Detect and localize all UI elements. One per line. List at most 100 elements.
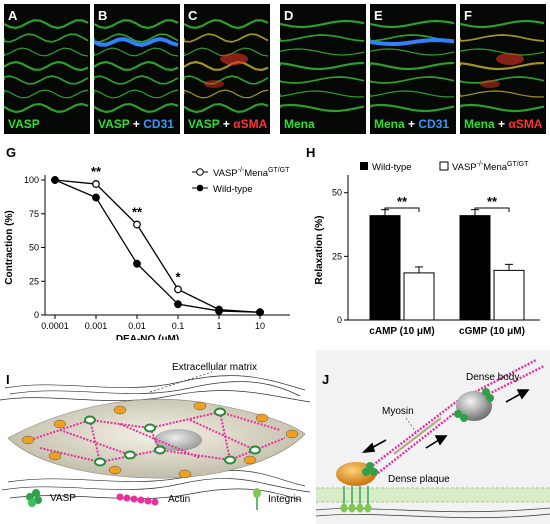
panel-i-label: I: [6, 372, 10, 387]
legend-text-part: GT/GT: [268, 167, 290, 174]
stain-caption-e: Mena + CD31: [374, 117, 449, 131]
data-point: [256, 308, 264, 317]
fiber-band: [94, 60, 179, 72]
relaxation-chart: 0 25 50 Relaxation (%) cAMP (10 μM) ** cGMP (1…: [314, 161, 540, 337]
stain-caption-c: VASP + αSMA: [188, 117, 267, 131]
legend-series-2: VASP-/-MenaGT/GT: [452, 161, 529, 173]
micrograph-panel-e: E Mena + CD31: [370, 4, 456, 134]
fiber-band: [184, 19, 269, 30]
fiber-band: [460, 19, 545, 29]
y-axis-label: Contraction (%): [4, 210, 15, 284]
fiber-band: [370, 90, 455, 98]
sma-stain: [496, 53, 524, 65]
dense-plaque-label: Dense plaque: [388, 474, 450, 485]
panel-label-d: D: [284, 8, 294, 23]
micrograph-panel-f: F Mena + αSMA: [460, 4, 546, 134]
significance-marker: *: [175, 269, 181, 284]
legend-text-part: -/-: [238, 167, 245, 174]
y-tick-label: 25: [29, 276, 39, 286]
y-tick-label: 0: [337, 315, 342, 325]
fiber-band: [4, 47, 89, 57]
y-tick-label: 100: [24, 175, 39, 185]
endothelium-stain: [370, 37, 455, 47]
fiber-band: [460, 61, 545, 71]
fiber-band: [4, 75, 89, 85]
fiber-band: [94, 89, 179, 99]
significance-marker: **: [397, 194, 408, 209]
legend-marker-filled: [196, 184, 204, 192]
data-point: [174, 285, 182, 294]
fiber-band: [4, 102, 89, 114]
fiber-band: [280, 76, 365, 84]
stain-caption-d: Mena: [284, 117, 315, 131]
significance-marker: **: [132, 205, 143, 220]
series-line: [54, 179, 261, 313]
y-tick-label: 0: [34, 310, 39, 320]
legend-marker-open: [196, 168, 204, 176]
stain-caption-part: VASP: [8, 117, 40, 131]
category-label: cGMP (10 μM): [459, 326, 525, 337]
myosin-label: Myosin: [382, 406, 414, 417]
fiber-band: [4, 60, 89, 72]
dense-body: [456, 391, 492, 421]
significance-marker: **: [91, 164, 102, 179]
x-tick-label: 0.01: [128, 321, 146, 331]
stain-caption-part: +: [129, 117, 140, 131]
y-tick-label: 50: [29, 243, 39, 253]
legend-swatch-open: [439, 161, 449, 171]
legend-text-part: VASP: [452, 162, 477, 173]
y-axis-label: Relaxation (%): [314, 216, 325, 285]
panel-g-label: G: [6, 145, 17, 160]
stain-caption-part: +: [404, 117, 416, 131]
legend-series-1: Wild-type: [372, 162, 412, 173]
y-tick-label: 50: [332, 188, 342, 198]
stain-caption-part: Mena: [374, 117, 405, 131]
fiber-band: [370, 103, 455, 113]
fiber-band: [280, 61, 365, 71]
fiber-band: [460, 90, 545, 98]
fiber-band: [184, 60, 269, 72]
fiber-band: [184, 102, 269, 114]
fiber-band: [370, 61, 455, 71]
smooth-muscle-cell-diagram: Extracellular matrix VASP Actin Integrin: [0, 362, 311, 510]
fiber-band: [94, 47, 179, 57]
contraction-chart: 0 25 50 75 100 0.0001 0.001 0.01 0.1 1 10 DEA-NO (μ…: [4, 164, 290, 340]
fiber-band: [94, 19, 179, 30]
panel-h-label: H: [306, 145, 316, 160]
sma-stain: [204, 80, 224, 88]
panel-label-a: A: [8, 8, 18, 23]
data-point: [92, 193, 100, 202]
stain-caption-part: +: [219, 117, 230, 131]
legend-integrin: Integrin: [268, 494, 301, 505]
fiber-band: [184, 33, 269, 43]
legend-text-part: -/-: [477, 161, 484, 168]
ecm-fibers-j: [316, 507, 550, 519]
fiber-band: [460, 34, 545, 42]
stain-caption-part: VASP: [98, 117, 130, 131]
stain-caption-part: αSMA: [505, 117, 543, 131]
significance-marker: **: [487, 194, 498, 209]
data-point: [133, 220, 141, 229]
stain-caption-part: Mena: [464, 117, 495, 131]
y-tick-label: 75: [29, 209, 39, 219]
vasp-cluster-plaque: [362, 462, 378, 476]
myosin-filament: [393, 417, 442, 455]
data-point: [51, 176, 59, 184]
fiber-band: [4, 33, 89, 43]
dense-bodies: [84, 407, 261, 467]
fiber-band: [370, 48, 455, 56]
fiber-band: [460, 103, 545, 113]
category-label: cAMP (10 μM): [369, 326, 434, 337]
panel-label-c: C: [188, 8, 198, 23]
fiber-band: [4, 89, 89, 99]
significance-bracket: [474, 207, 510, 212]
stain-caption-f: Mena + αSMA: [464, 117, 542, 131]
legend-vasp: VASP: [50, 493, 76, 504]
dense-plaques: [21, 401, 299, 479]
ecm-fibers: [0, 375, 311, 501]
nucleus: [154, 429, 202, 451]
fiber-band: [280, 48, 365, 56]
micrograph-panel-c: C VASP + αSMA: [184, 4, 270, 134]
fiber-band: [370, 19, 455, 29]
panel-j-label: J: [322, 372, 330, 387]
